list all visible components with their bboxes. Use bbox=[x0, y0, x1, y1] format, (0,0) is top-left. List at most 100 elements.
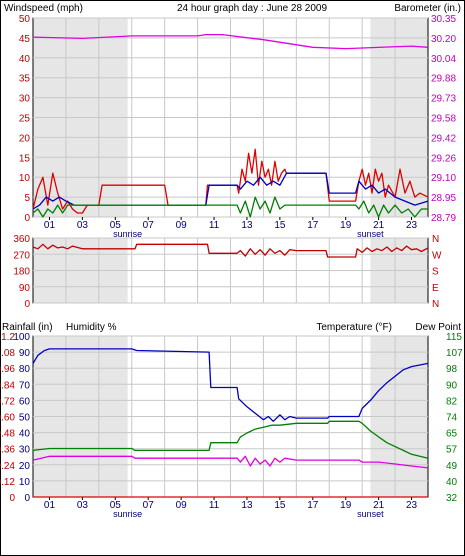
wind-panel-x-tick: 03 bbox=[77, 220, 89, 231]
windspeed-axis-title: Windspeed (mph) bbox=[4, 3, 83, 14]
barometer-y-tick: 30.20 bbox=[431, 34, 456, 45]
humidity-y-tick: 70 bbox=[19, 380, 31, 391]
climate-panel-x-tick: 19 bbox=[340, 500, 352, 511]
barometer-y-tick: 29.58 bbox=[431, 114, 456, 125]
barometer-y-tick: 28.95 bbox=[431, 193, 456, 204]
humidity-y-tick: 90 bbox=[19, 348, 31, 359]
temperature-y-tick: 40 bbox=[446, 477, 458, 488]
climate-panel-x-tick: 17 bbox=[307, 500, 319, 511]
climate-panel-x-tick: 15 bbox=[274, 500, 286, 511]
rain-y-tick: 0.12 bbox=[0, 477, 15, 488]
wind-panel-sunset-label: sunset bbox=[357, 229, 384, 239]
wind-y-tick: 50 bbox=[19, 14, 31, 25]
compass-y-tick: N bbox=[432, 299, 439, 310]
direction-y-tick: 360 bbox=[13, 234, 30, 245]
direction-y-tick: 180 bbox=[13, 267, 30, 278]
barometer-line bbox=[32, 33, 429, 50]
temperature-y-tick: 90 bbox=[446, 380, 458, 391]
rain-y-tick: 0 bbox=[9, 493, 15, 504]
temperature-line bbox=[32, 420, 429, 459]
direction-y-tick: 0 bbox=[24, 299, 30, 310]
barometer-y-tick: 29.42 bbox=[431, 133, 456, 144]
climate-panel-x-tick: 21 bbox=[373, 500, 385, 511]
barometer-y-tick: 29.88 bbox=[431, 74, 456, 85]
barometer-axis-title: Barometer (in.) bbox=[394, 3, 461, 14]
rain-y-tick: 0.72 bbox=[0, 396, 15, 407]
wind-y-tick: 45 bbox=[19, 34, 31, 45]
wind-panel-x-tick: 21 bbox=[373, 220, 385, 231]
humidity-line bbox=[32, 348, 429, 422]
wind-panel-x-tick: 23 bbox=[406, 220, 418, 231]
temperature-y-tick: 32 bbox=[446, 493, 458, 504]
humidity-axis-title: Humidity % bbox=[66, 322, 117, 333]
direction-y-tick: 90 bbox=[19, 283, 31, 294]
climate-panel-x-tick: 09 bbox=[176, 500, 188, 511]
humidity-y-tick: 30 bbox=[19, 445, 31, 456]
wind-panel-x-tick: 05 bbox=[110, 220, 122, 231]
rain-y-tick: 0.36 bbox=[0, 445, 15, 456]
climate-panel-x-tick: 11 bbox=[209, 500, 220, 511]
chart-panels: 0510152025303540455028.7928.9529.1029.26… bbox=[0, 14, 463, 519]
wind-y-tick: 15 bbox=[19, 153, 31, 164]
rainfall-axis-title: Rainfall (in) bbox=[2, 322, 53, 333]
wind-panel-x-tick: 01 bbox=[44, 220, 56, 231]
wind-panel-x-tick: 07 bbox=[143, 220, 155, 231]
compass-y-tick: W bbox=[432, 250, 442, 261]
climate-panel-x-tick: 07 bbox=[143, 500, 155, 511]
wind-panel-x-tick: 09 bbox=[176, 220, 188, 231]
temperature-y-tick: 115 bbox=[446, 332, 462, 343]
humidity-y-tick: 20 bbox=[19, 461, 31, 472]
humidity-y-tick: 60 bbox=[19, 396, 31, 407]
climate-panel-x-tick: 03 bbox=[77, 500, 89, 511]
climate-panel-x-tick: 01 bbox=[44, 500, 56, 511]
barometer-y-tick: 30.35 bbox=[431, 14, 456, 25]
wind-panel-x-tick: 19 bbox=[340, 220, 352, 231]
wind-panel-sunrise-label: sunrise bbox=[113, 229, 142, 239]
rain-y-tick: 0.24 bbox=[0, 461, 15, 472]
rain-y-tick: 0.48 bbox=[0, 429, 15, 440]
wind-y-tick: 10 bbox=[19, 173, 31, 184]
climate-panel-sunrise-label: sunrise bbox=[113, 509, 142, 519]
low-line bbox=[32, 196, 428, 218]
wind-panel-x-tick: 13 bbox=[241, 220, 253, 231]
climate-panel-x-tick: 13 bbox=[241, 500, 253, 511]
dewpoint-axis-title: Dew Point bbox=[415, 322, 461, 333]
humidity-y-tick: 0 bbox=[24, 493, 30, 504]
wind-panel-x-tick: 15 bbox=[274, 220, 286, 231]
temperature-y-tick: 57 bbox=[446, 445, 458, 456]
barometer-y-tick: 28.79 bbox=[431, 213, 456, 224]
wind-y-tick: 40 bbox=[19, 54, 31, 65]
rain-y-tick: 1.08 bbox=[0, 348, 15, 359]
wind-y-tick: 20 bbox=[19, 133, 31, 144]
temperature-axis-title: Temperature (°F) bbox=[316, 322, 392, 333]
temperature-y-tick: 65 bbox=[446, 429, 458, 440]
temperature-y-tick: 74 bbox=[446, 413, 458, 424]
gust-line bbox=[32, 148, 429, 214]
humidity-y-tick: 100 bbox=[13, 332, 30, 343]
wind-y-tick: 5 bbox=[24, 193, 30, 204]
barometer-y-tick: 30.04 bbox=[431, 54, 456, 65]
wind-panel-x-tick: 11 bbox=[209, 220, 220, 231]
temperature-y-tick: 82 bbox=[446, 396, 458, 407]
rain-y-tick: 0.60 bbox=[0, 413, 15, 424]
humidity-y-tick: 80 bbox=[19, 364, 31, 375]
humidity-y-tick: 40 bbox=[19, 429, 31, 440]
rain-y-tick: 0.84 bbox=[0, 380, 15, 391]
rain-y-tick: 1.2 bbox=[1, 332, 15, 343]
direction-y-tick: 270 bbox=[13, 250, 30, 261]
wind-y-tick: 0 bbox=[24, 213, 30, 224]
barometer-y-tick: 29.73 bbox=[431, 94, 456, 105]
wind-y-tick: 25 bbox=[19, 114, 31, 125]
rain-y-tick: 0.96 bbox=[0, 364, 15, 375]
climate-panel-x-tick: 05 bbox=[110, 500, 122, 511]
wind-y-tick: 35 bbox=[19, 74, 31, 85]
compass-y-tick: N bbox=[432, 234, 439, 245]
humidity-y-tick: 50 bbox=[19, 413, 31, 424]
temperature-y-tick: 107 bbox=[446, 348, 463, 359]
wind-direction-line bbox=[32, 243, 429, 258]
climate-panel-sunset-label: sunset bbox=[357, 509, 384, 519]
average-line bbox=[32, 172, 429, 210]
temperature-y-tick: 98 bbox=[446, 364, 458, 375]
compass-y-tick: E bbox=[432, 283, 439, 294]
